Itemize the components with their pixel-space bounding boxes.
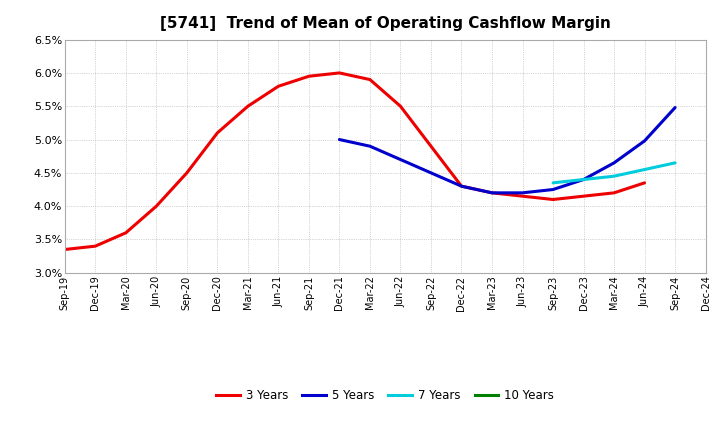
Legend: 3 Years, 5 Years, 7 Years, 10 Years: 3 Years, 5 Years, 7 Years, 10 Years (212, 385, 559, 407)
Title: [5741]  Trend of Mean of Operating Cashflow Margin: [5741] Trend of Mean of Operating Cashfl… (160, 16, 611, 32)
